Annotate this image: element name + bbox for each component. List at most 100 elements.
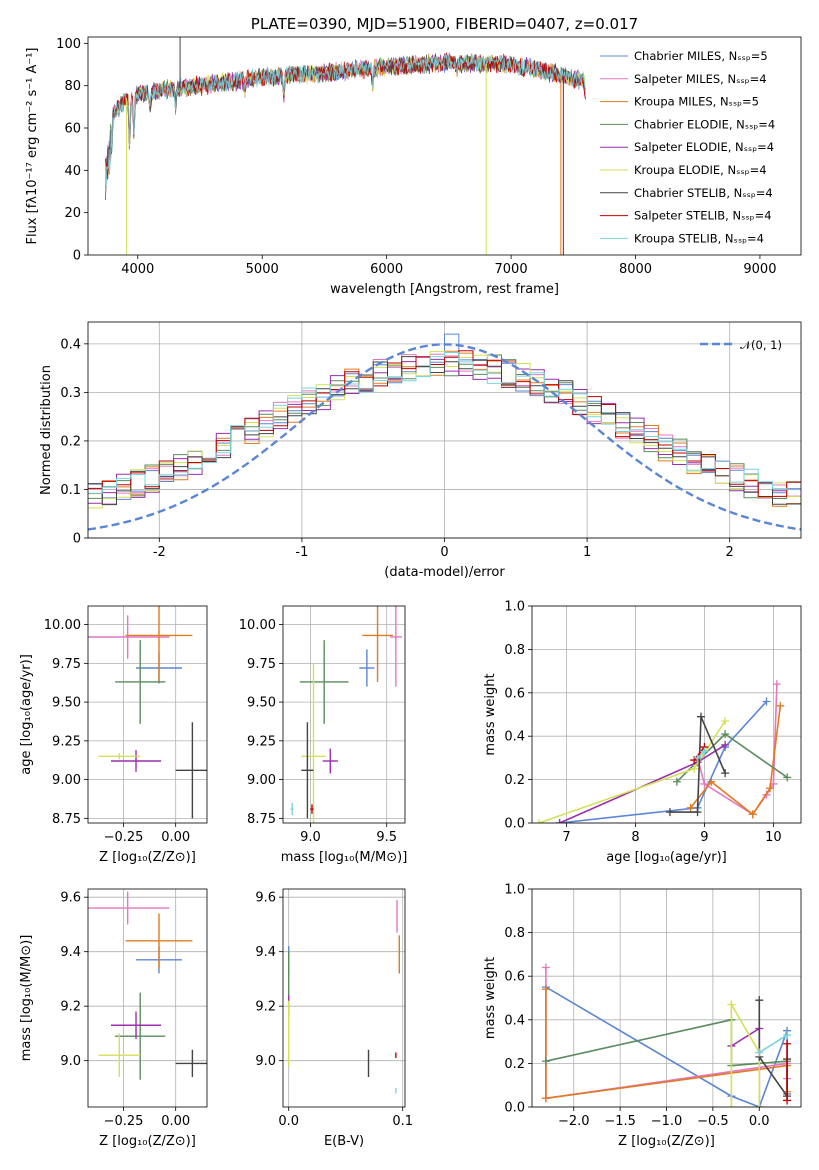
series-marker xyxy=(721,769,730,778)
age-vs-mass-xtick-label: 9.0 xyxy=(300,830,321,845)
massweight-vs-age-frame xyxy=(531,605,802,824)
age-vs-Z-ytick-label: 9.25 xyxy=(52,734,81,749)
age-vs-Z-ytick-label: 9.50 xyxy=(52,696,81,711)
series-marker xyxy=(693,808,702,817)
residuals-xtick-label: -1 xyxy=(295,545,308,560)
massweight-vs-Z-xtick-label: −2.0 xyxy=(558,1114,590,1129)
spectrum-xtick-label: 7000 xyxy=(495,262,528,277)
massweight-vs-age-axes: 7 8 9 10 0.0 0.2 0.4 0.6 0.8 1.0 age [log₁₀(age/yr… xyxy=(483,600,801,865)
age-vs-Z-ytick-label: 8.75 xyxy=(52,812,81,827)
spectrum-ytick-label: 40 xyxy=(64,164,81,179)
mass-vs-ebv-axes: 0.0 0.1 9.0 9.2 9.4 9.6 E(B-V) xyxy=(255,889,413,1149)
spectrum-ytick-label: 80 xyxy=(64,79,81,94)
residuals-ytick-label: 0.4 xyxy=(60,337,81,352)
spectrum-line xyxy=(105,53,586,186)
series-line xyxy=(669,716,726,813)
mass-vs-Z-ytick-label: 9.0 xyxy=(60,1054,81,1069)
mass-vs-ebv-xlabel: E(B-V) xyxy=(324,1134,364,1149)
legend-label: Kroupa ELODIE, Nₛₛₚ=4 xyxy=(634,163,767,177)
series-marker xyxy=(534,819,543,823)
series-marker xyxy=(772,680,781,689)
series-marker xyxy=(541,985,550,994)
spectrum-xlabel: wavelength [Angstrom, rest frame] xyxy=(330,282,559,297)
spectrum-xtick-label: 5000 xyxy=(246,262,279,277)
series-marker xyxy=(693,753,702,762)
massweight-vs-age-xtick-label: 7 xyxy=(562,830,570,845)
series-marker xyxy=(783,1096,792,1105)
age-vs-mass-frame xyxy=(282,605,406,824)
spectrum-xtick-label: 9000 xyxy=(743,262,776,277)
series-marker xyxy=(721,740,730,749)
histogram-step xyxy=(88,352,801,494)
mass-vs-Z-ylabel: mass [log₁₀(M/M⊙)] xyxy=(19,935,34,1062)
mass-vs-Z-ytick-label: 9.4 xyxy=(60,945,81,960)
age-vs-mass-ytick-label: 9.25 xyxy=(247,734,276,749)
spectrum-title: PLATE=0390, MJD=51900, FIBERID=0407, z=0… xyxy=(251,15,638,33)
series-marker xyxy=(690,764,699,773)
residuals-xtick-label: -2 xyxy=(153,545,166,560)
massweight-vs-age-ytick-label: 0.6 xyxy=(504,686,525,701)
mass-vs-ebv-plot xyxy=(288,899,400,1094)
massweight-vs-Z-ytick-label: 0.4 xyxy=(504,1013,525,1028)
spectrum-ytick-label: 60 xyxy=(64,122,81,137)
legend-label: Chabrier MILES, Nₛₛₚ=5 xyxy=(634,49,768,63)
massweight-vs-age-ytick-label: 0.8 xyxy=(504,643,525,658)
mass-vs-ebv-ytick-label: 9.0 xyxy=(255,1054,276,1069)
residuals-ytick-label: 0 xyxy=(73,532,81,547)
age-vs-Z-xtick-label: 0.00 xyxy=(161,830,190,845)
legend-label: Chabrier STELIB, Nₛₛₚ=4 xyxy=(634,186,773,200)
mass-vs-Z-xlabel: Z [log₁₀(Z/Z⊙)] xyxy=(99,1134,196,1149)
spectrum-xtick-label: 8000 xyxy=(619,262,652,277)
massweight-vs-age-ytick-label: 0.2 xyxy=(504,773,525,788)
spectrum-ytick-label: 20 xyxy=(64,206,81,221)
spectrum-legend: Chabrier MILES, Nₛₛₚ=5 Salpeter MILES, Nₛ… xyxy=(600,49,775,245)
massweight-vs-Z-xlabel: Z [log₁₀(Z/Z⊙)] xyxy=(618,1134,715,1149)
massweight-vs-Z-xtick-label: −1.5 xyxy=(604,1114,636,1129)
mass-vs-ebv-ytick-label: 9.6 xyxy=(255,891,276,906)
residuals-ytick-label: 0.1 xyxy=(60,483,81,498)
mass-vs-Z-ytick-label: 9.2 xyxy=(60,1000,81,1015)
legend-label: Salpeter STELIB, Nₛₛₚ=4 xyxy=(634,209,772,223)
massweight-vs-age-ytick-label: 0.0 xyxy=(504,817,525,832)
legend-label: Kroupa MILES, Nₛₛₚ=5 xyxy=(634,95,759,109)
series-line xyxy=(758,1000,788,1099)
mass-vs-ebv-ytick-label: 9.2 xyxy=(255,1000,276,1015)
residuals-xtick-label: 2 xyxy=(726,545,734,560)
residuals-ylabel: Normed distribution xyxy=(39,365,54,495)
series-marker xyxy=(700,779,709,788)
age-vs-Z-frame xyxy=(87,605,208,824)
massweight-vs-Z-plot xyxy=(541,963,792,1107)
residuals-xtick-label: 1 xyxy=(583,545,591,560)
series-line xyxy=(676,732,788,783)
series-marker xyxy=(696,712,705,721)
massweight-vs-Z-ytick-label: 1.0 xyxy=(504,883,525,898)
mass-vs-Z-plot xyxy=(88,891,207,1080)
age-vs-Z-xlabel: Z [log₁₀(Z/Z⊙)] xyxy=(99,850,196,865)
age-vs-mass-xlabel: mass [log₁₀(M/M⊙)] xyxy=(281,850,408,865)
series-marker xyxy=(783,1031,792,1040)
age-vs-Z-plot xyxy=(88,606,207,819)
massweight-vs-Z-xtick-label: 0.0 xyxy=(749,1114,770,1129)
series-marker xyxy=(700,747,709,756)
massweight-vs-age-xtick-label: 10 xyxy=(765,830,782,845)
series-marker xyxy=(541,1094,550,1103)
series-marker xyxy=(721,717,730,726)
series-marker xyxy=(748,810,757,819)
legend-label: 𝒩(0, 1) xyxy=(740,338,782,352)
series-marker xyxy=(686,803,695,812)
mass-vs-ebv-frame xyxy=(282,888,406,1108)
series-line xyxy=(758,1034,788,1054)
spectrum-plot xyxy=(105,37,586,255)
massweight-vs-age-xtick-label: 8 xyxy=(631,830,639,845)
spectrum-xtick-label: 4000 xyxy=(121,262,154,277)
series-marker xyxy=(727,1000,736,1009)
legend-label: Chabrier ELODIE, Nₛₛₚ=4 xyxy=(634,117,775,131)
mass-vs-ebv-ytick-label: 9.4 xyxy=(255,945,276,960)
massweight-vs-Z-frame xyxy=(531,888,802,1108)
spectrum-ytick-label: 100 xyxy=(56,37,81,52)
legend-label: Salpeter ELODIE, Nₛₛₚ=4 xyxy=(634,140,774,154)
series-marker xyxy=(541,1057,550,1066)
residuals-ytick-label: 0.3 xyxy=(60,386,81,401)
age-vs-Z-ytick-label: 10.00 xyxy=(44,618,81,633)
